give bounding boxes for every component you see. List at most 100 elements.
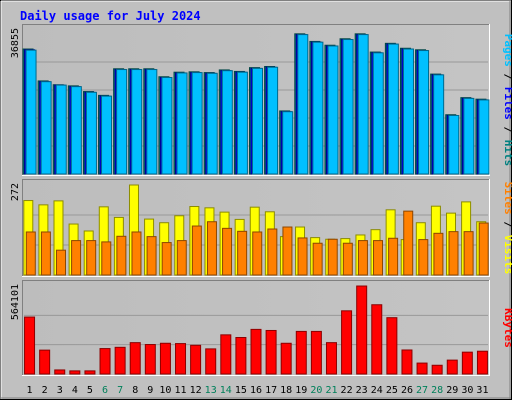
y-max-label: 564101 [10, 284, 21, 320]
bar-kbytes-29 [446, 359, 458, 375]
series-sites [25, 210, 489, 276]
bar-sites-7 [116, 235, 127, 276]
x-tick-label-17: 17 [265, 385, 277, 396]
x-tick-label-19: 19 [295, 385, 307, 396]
bar-pages-1 [25, 49, 37, 175]
x-tick-label-4: 4 [72, 385, 78, 396]
chart-panels: 36855 Pages / Files / Hits 272 Sites / Visi… [10, 24, 512, 376]
x-tick-label-16: 16 [250, 385, 262, 396]
bar-sites-23 [357, 240, 368, 276]
bar-sites-21 [327, 238, 338, 276]
x-tick-label-25: 25 [386, 385, 398, 396]
bar-pages-17 [267, 66, 279, 175]
x-tick-label-29: 29 [446, 385, 458, 396]
bar-pages-3 [55, 84, 67, 175]
bar-kbytes-13 [205, 348, 217, 375]
bar-pages-25 [387, 43, 399, 175]
x-tick-label-11: 11 [174, 385, 186, 396]
panel-legend-label: Sites / Visits [502, 182, 512, 275]
bar-sites-8 [131, 231, 142, 276]
bar-sites-3 [55, 249, 66, 276]
x-tick-label-3: 3 [57, 385, 63, 396]
bar-pages-7 [116, 69, 128, 175]
x-tick-label-15: 15 [235, 385, 247, 396]
x-tick-label-23: 23 [356, 385, 368, 396]
series-kbytes [24, 285, 488, 375]
panel-visits-sites: 272 Sites / Visits [10, 179, 512, 277]
bar-pages-15 [236, 71, 248, 175]
bar-sites-10 [161, 242, 172, 276]
x-tick-label-2: 2 [42, 385, 48, 396]
x-tick-label-31: 31 [476, 385, 488, 396]
bar-pages-22 [342, 39, 354, 175]
legend-part: / [502, 67, 512, 87]
bar-sites-30 [463, 231, 474, 276]
bar-sites-1 [25, 231, 36, 276]
legend-part: Visits [502, 235, 512, 275]
x-tick-label-9: 9 [147, 385, 153, 396]
x-tick-label-10: 10 [159, 385, 171, 396]
bar-pages-4 [70, 86, 82, 175]
bar-sites-25 [388, 237, 399, 276]
bar-sites-12 [191, 225, 202, 276]
x-tick-label-21: 21 [325, 385, 337, 396]
bar-kbytes-27 [416, 362, 428, 375]
x-tick-label-8: 8 [132, 385, 138, 396]
x-tick-label-5: 5 [87, 385, 93, 396]
bar-pages-18 [282, 111, 294, 175]
x-tick-label-6: 6 [102, 385, 108, 396]
bar-kbytes-14 [220, 334, 232, 375]
x-tick-label-7: 7 [117, 385, 123, 396]
bar-sites-14 [222, 227, 233, 276]
x-tick-label-30: 30 [461, 385, 473, 396]
bar-pages-14 [221, 70, 233, 175]
bar-pages-31 [478, 99, 490, 175]
bar-sites-9 [146, 236, 157, 276]
bar-pages-2 [40, 81, 52, 175]
bar-pages-30 [463, 97, 475, 175]
bar-sites-24 [373, 240, 384, 276]
bar-sites-31 [478, 222, 489, 276]
bar-pages-26 [402, 48, 414, 175]
bar-sites-18 [282, 226, 293, 276]
x-tick-label-24: 24 [371, 385, 383, 396]
panel-legend-label: Pages / Files / Hits [502, 34, 512, 167]
bar-pages-19 [297, 34, 309, 175]
bar-pages-11 [176, 72, 188, 175]
bar-pages-28 [433, 74, 445, 175]
bar-pages-9 [146, 69, 158, 175]
bar-sites-28 [433, 232, 444, 276]
bar-sites-22 [342, 242, 353, 276]
bar-kbytes-12 [190, 344, 202, 375]
bar-kbytes-22 [341, 310, 353, 375]
bar-kbytes-19 [295, 330, 307, 375]
bar-sites-2 [40, 231, 51, 276]
bar-pages-23 [357, 34, 369, 175]
bar-sites-6 [101, 241, 112, 276]
bar-kbytes-30 [461, 351, 473, 375]
bar-pages-6 [101, 95, 113, 175]
bar-kbytes-1 [24, 316, 36, 375]
bar-kbytes-15 [235, 337, 247, 375]
bar-pages-21 [327, 45, 339, 175]
bar-pages-13 [206, 72, 218, 175]
panel-hits-files-pages: 36855 Pages / Files / Hits [10, 24, 512, 176]
bar-kbytes-11 [175, 343, 187, 375]
bar-pages-24 [372, 52, 384, 175]
bar-pages-20 [312, 41, 324, 175]
x-tick-label-14: 14 [220, 385, 232, 396]
bar-kbytes-5 [84, 370, 96, 375]
bar-kbytes-17 [265, 329, 277, 375]
bar-kbytes-21 [325, 342, 337, 375]
x-tick-label-27: 27 [416, 385, 428, 396]
bar-sites-4 [71, 240, 82, 276]
bar-kbytes-31 [476, 350, 488, 375]
legend-part: / [502, 120, 512, 140]
bar-sites-5 [86, 240, 97, 276]
bar-kbytes-18 [280, 342, 292, 375]
bar-sites-17 [267, 228, 278, 276]
x-tick-label-28: 28 [431, 385, 443, 396]
bar-pages-29 [448, 115, 460, 175]
legend-part: / [502, 215, 512, 235]
